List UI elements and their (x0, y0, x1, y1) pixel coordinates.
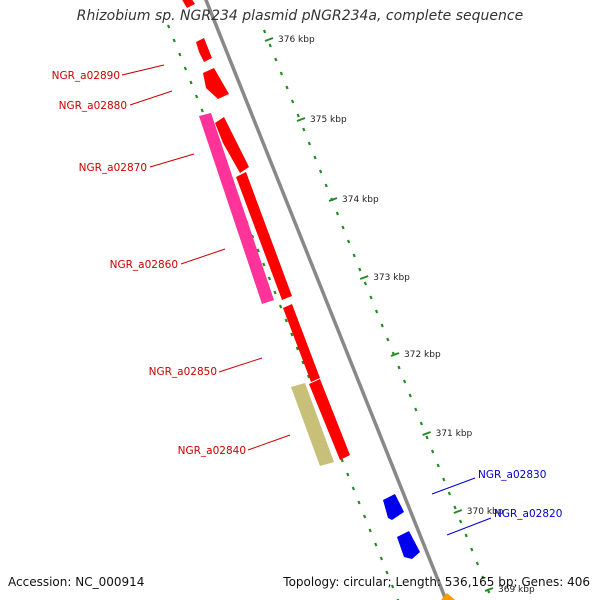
leader-a02870 (149, 153, 195, 168)
outer-dotted-track (262, 29, 491, 594)
gene-arrow-a02830[interactable] (383, 494, 404, 520)
gene-arrow-a02890[interactable] (203, 68, 229, 99)
inner-dotted-track (166, 24, 400, 600)
tick-mark (422, 431, 431, 436)
gene-arrow-a02870[interactable] (215, 117, 249, 173)
gene-arrow-a02860[interactable] (236, 172, 292, 300)
tick-marks: 376 kbp 375 kbp 374 kbp 373 kbp 372 kbp 371 k… (264, 35, 535, 595)
tick-mark (453, 509, 463, 514)
tick-mark (296, 117, 306, 122)
map-title: Rhizobium sp. NGR234 plasmid pNGR234a, c… (76, 8, 524, 24)
gene-label-a02880[interactable]: NGR_a02880 (59, 100, 127, 112)
tick-label: 369 kbp (498, 585, 535, 595)
gene-arrow-a02820[interactable] (397, 531, 420, 559)
leader-a02890 (121, 64, 165, 76)
tick-label: 376 kbp (278, 35, 315, 45)
leader-a02840 (247, 434, 291, 451)
gene-label-a02890[interactable]: NGR_a02890 (52, 70, 120, 82)
gene-label-a02860[interactable]: NGR_a02860 (110, 259, 178, 271)
tick-mark (264, 37, 274, 42)
tick-label: 375 kbp (310, 115, 347, 125)
sequence-backbone (204, 0, 448, 600)
leader-a02850 (218, 357, 263, 373)
tick-label: 372 kbp (404, 350, 441, 360)
tick-mark (359, 275, 369, 280)
leader-a02860 (180, 248, 226, 265)
gene-label-a02840[interactable]: NGR_a02840 (178, 445, 246, 457)
accession-text: Accession: NC_000914 (8, 575, 145, 589)
tick-mark (390, 352, 400, 357)
gene-labels: NGR_a02890 NGR_a02880 NGR_a02870 NGR_a02… (52, 70, 563, 520)
label-leaders (121, 64, 492, 536)
gene-arrow-top-partial[interactable] (181, 0, 195, 8)
gene-arrow-a02840[interactable] (309, 379, 350, 460)
gene-features (181, 0, 455, 600)
gene-label-a02850[interactable]: NGR_a02850 (149, 366, 217, 378)
gene-label-a02870[interactable]: NGR_a02870 (79, 162, 147, 174)
tick-mark (328, 197, 338, 202)
dotted-tracks (166, 24, 491, 600)
gene-label-a02830[interactable]: NGR_a02830 (478, 469, 546, 481)
tick-label: 373 kbp (373, 273, 410, 283)
gene-label-a02820[interactable]: NGR_a02820 (494, 508, 562, 520)
leader-a02830 (431, 477, 476, 495)
gene-arrow-a02850[interactable] (283, 304, 320, 382)
leader-a02820 (446, 517, 492, 536)
tick-mark (484, 587, 494, 592)
gene-arrow-a02890-top[interactable] (196, 38, 212, 62)
gene-arrow-a02870-pink[interactable] (199, 113, 274, 304)
tick-label: 370 kbp (467, 507, 504, 517)
leader-a02880 (129, 90, 173, 106)
gene-arrow-a02840-khaki[interactable] (291, 383, 334, 466)
tick-label: 374 kbp (342, 195, 379, 205)
gene-arrow-bottom-orange[interactable] (441, 593, 455, 600)
summary-text: Topology: circular; Length: 536,165 bp; … (283, 575, 590, 589)
tick-label: 371 kbp (436, 429, 473, 439)
